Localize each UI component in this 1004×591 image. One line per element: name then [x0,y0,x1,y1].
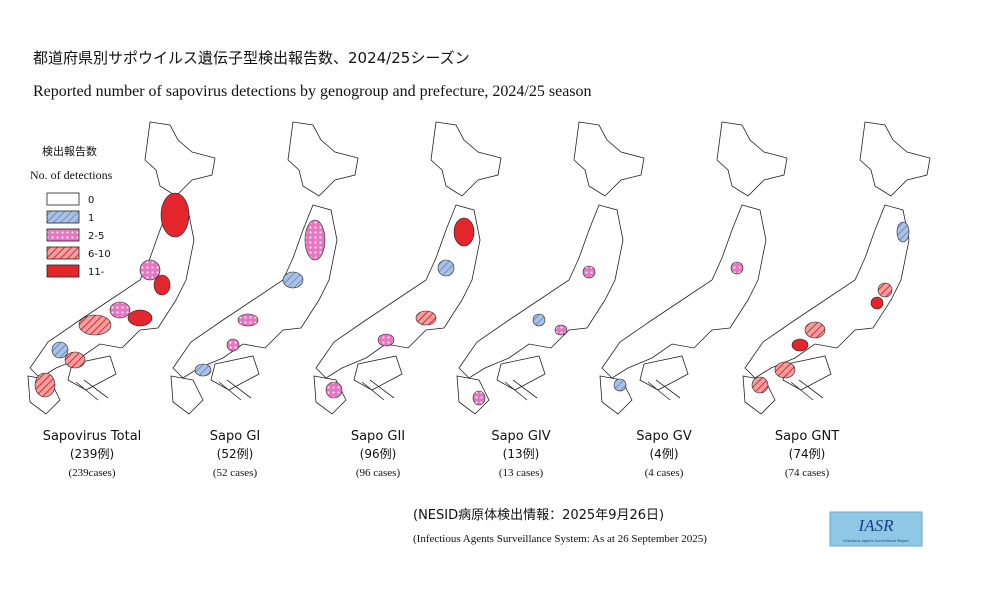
panel-count-en: (74 cases) [785,467,830,479]
prefecture-shade [730,261,744,275]
prefecture-shade [325,381,343,399]
panel-count-en: (96 cases) [356,467,401,479]
title-ja: 都道府県別サポウイルス遺伝子型検出報告数、2024/25シーズン [33,49,470,67]
prefecture-shade [453,217,475,247]
prefecture-shade [472,390,486,406]
prefecture-map [742,121,931,415]
legend-label: 11- [88,267,105,278]
legend-label: 0 [88,195,94,206]
prefecture-shade [282,271,304,289]
prefecture-shade [774,361,796,379]
prefecture-shade [78,314,112,336]
panel-name: Sapovirus Total [43,429,142,444]
prefecture-shade [226,338,240,352]
prefecture-shade [791,338,809,352]
title-en: Reported number of sapovirus detections … [33,83,592,100]
prefecture-map [313,121,502,415]
prefecture-shade [127,309,153,327]
prefecture-shade [304,219,326,261]
prefecture-shade [804,321,826,339]
panel-count-ja: (96例) [360,447,397,461]
legend-swatch [46,246,80,260]
prefecture-shade [139,259,161,281]
legend: 検出報告数 No. of detections 0 1 2-5 6-10 11- [30,144,113,278]
prefecture-map [170,121,359,415]
prefecture-map [456,121,645,415]
legend-label: 1 [88,213,94,224]
legend-swatch [46,228,80,242]
panel-name: Sapo GI [210,429,260,444]
prefecture-shade [532,313,546,327]
source-en: (Infectious Agents Surveillance System: … [413,533,707,545]
prefecture-shade [64,351,86,369]
logo-subtitle: Infectious Agents Surveillance Report [843,539,909,543]
prefecture-shade [582,265,596,279]
panel-count-en: (239cases) [68,467,115,479]
prefecture-shade [437,259,455,277]
legend-label: 2-5 [88,231,104,242]
panel-name: Sapo GII [351,429,405,444]
legend-title-en: No. of detections [30,168,113,182]
prefecture-map [27,121,216,415]
prefecture-shade [377,333,395,347]
panel-count-ja: (4例) [650,447,679,461]
prefecture-map [599,121,788,415]
panel-count-ja: (74例) [789,447,826,461]
prefecture-shade [160,192,190,238]
prefecture-shade [415,310,437,326]
panel-name: Sapo GIV [491,429,550,444]
panel-name: Sapo GNT [775,429,839,444]
panel-count-en: (13 cases) [499,467,544,479]
panel-count-en: (4 cases) [645,467,684,479]
panel-count-ja: (239例) [70,447,114,461]
source-ja: (NESID病原体検出情報：2025年9月26日) [413,508,664,523]
prefecture-shade [34,372,56,398]
panel-count-ja: (52例) [217,447,254,461]
panel-count-en: (52 cases) [213,467,258,479]
legend-swatch [46,192,80,206]
panel-count-ja: (13例) [503,447,540,461]
prefecture-shade [237,313,259,327]
prefecture-shade [870,296,884,310]
prefecture-shade [194,363,212,377]
prefecture-shade [877,282,893,298]
prefecture-shade [751,376,769,394]
prefecture-shade [896,221,910,243]
prefecture-shade [153,274,171,296]
logo: IASR Infectious Agents Surveillance Repo… [829,511,923,547]
prefecture-shade [613,378,627,392]
panel-name: Sapo GV [636,429,692,444]
prefecture-shade [51,341,69,359]
legend-title-ja: 検出報告数 [42,144,97,158]
maps [27,121,931,415]
legend-label: 6-10 [88,249,111,260]
prefecture-shade [109,301,131,319]
prefecture-shade [554,324,568,336]
legend-swatch [46,264,80,278]
legend-swatch [46,210,80,224]
logo-title: IASR [858,516,895,535]
